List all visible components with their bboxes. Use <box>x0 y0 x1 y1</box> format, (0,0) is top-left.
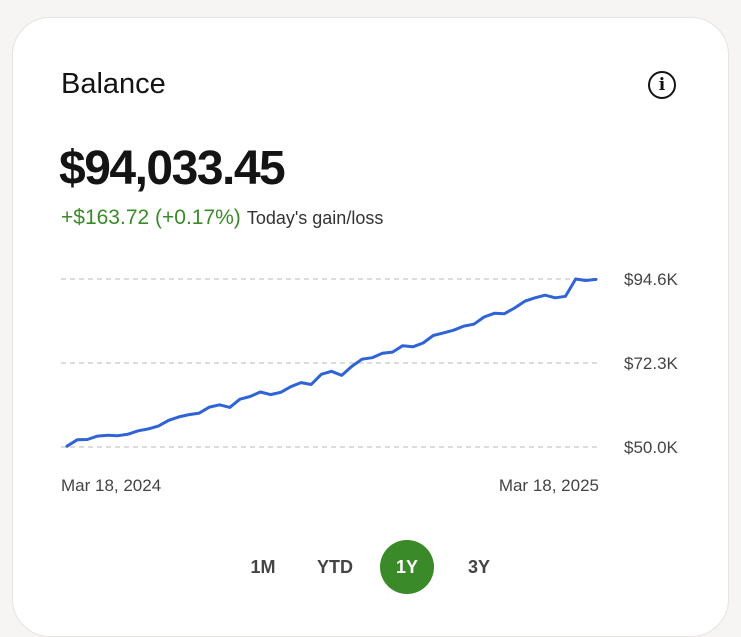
balance-amount: $94,033.45 <box>59 142 286 195</box>
range-tabs: 1M YTD 1Y 3Y <box>13 540 730 594</box>
y-tick-label: $94.6K <box>624 270 679 289</box>
info-icon[interactable]: i <box>648 71 676 99</box>
y-tick-label: $50.0K <box>624 438 679 457</box>
x-tick-label: Mar 18, 2024 <box>61 476 161 495</box>
balance-series-line <box>65 277 598 448</box>
tab-ytd[interactable]: YTD <box>317 556 353 577</box>
x-tick-label: Mar 18, 2025 <box>499 476 599 495</box>
gain-loss-label: Today's gain/loss <box>246 208 384 228</box>
tab-3y[interactable]: 3Y <box>467 556 491 577</box>
gain-loss-value: +$163.72 (+0.17%) <box>61 206 241 229</box>
y-tick-label: $72.3K <box>624 354 679 373</box>
tab-1m[interactable]: 1M <box>250 556 276 577</box>
tab-1y[interactable]: 1Y <box>380 540 434 594</box>
card-title: Balance <box>61 68 166 100</box>
balance-card: Balance i $94,033.45 +$163.72 (+0.17%) T… <box>12 17 729 637</box>
gain-loss-row: +$163.72 (+0.17%) Today's gain/loss <box>61 206 383 230</box>
balance-chart: $94.6K $72.3K $50.0K Mar 18, 2024 Mar 18, 20… <box>61 270 679 495</box>
